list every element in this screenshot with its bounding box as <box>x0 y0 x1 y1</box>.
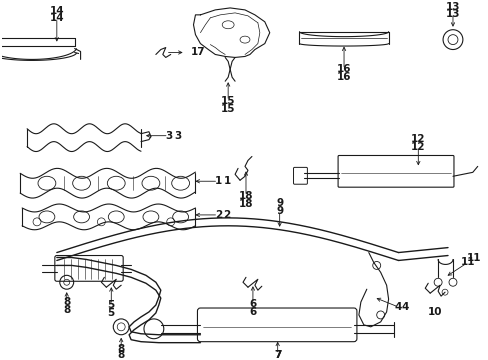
Text: 5: 5 <box>107 300 115 310</box>
Text: 4: 4 <box>401 302 408 312</box>
Text: 2: 2 <box>223 210 230 220</box>
Text: 9: 9 <box>276 206 283 216</box>
Text: 18: 18 <box>238 199 253 209</box>
Text: 12: 12 <box>410 141 425 152</box>
Text: 14: 14 <box>49 13 64 23</box>
Text: 12: 12 <box>410 134 425 144</box>
Text: 6: 6 <box>249 299 256 309</box>
Text: 8: 8 <box>117 350 124 360</box>
Text: 17: 17 <box>191 48 205 58</box>
Text: 5: 5 <box>107 308 115 318</box>
Text: 9: 9 <box>276 198 283 208</box>
Text: 10: 10 <box>427 307 442 317</box>
Text: 16: 16 <box>336 64 350 74</box>
Text: 18: 18 <box>238 191 253 201</box>
Text: 13: 13 <box>445 9 459 19</box>
Text: 6: 6 <box>249 307 256 317</box>
Text: 8: 8 <box>63 305 70 315</box>
Text: 8: 8 <box>117 343 124 354</box>
Text: 4: 4 <box>394 302 401 312</box>
Text: 7: 7 <box>273 350 281 360</box>
Text: 3: 3 <box>165 131 172 141</box>
Text: 2: 2 <box>214 210 222 220</box>
Text: 15: 15 <box>221 104 235 114</box>
Text: 3: 3 <box>174 131 181 141</box>
Text: 8: 8 <box>63 297 70 307</box>
Text: 1: 1 <box>214 176 222 186</box>
Text: 15: 15 <box>221 96 235 106</box>
Text: 14: 14 <box>49 6 64 16</box>
Text: 1: 1 <box>223 176 230 186</box>
Text: 11: 11 <box>460 257 474 267</box>
Text: 11: 11 <box>466 252 480 262</box>
Text: 13: 13 <box>445 2 459 12</box>
Text: 7: 7 <box>273 350 281 360</box>
Text: 16: 16 <box>336 72 350 82</box>
